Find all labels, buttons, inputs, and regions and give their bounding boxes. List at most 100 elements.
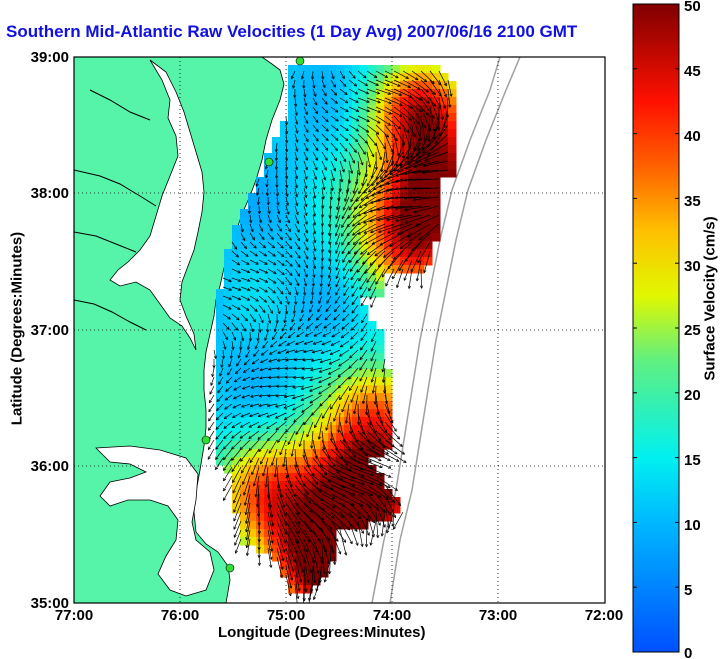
velocity-cell (352, 105, 361, 114)
velocity-arrowhead (396, 437, 400, 440)
velocity-arrowhead (247, 278, 251, 282)
velocity-arrow (303, 295, 305, 305)
velocity-arrowhead (301, 76, 305, 80)
velocity-cell (416, 65, 425, 74)
velocity-arrowhead (265, 289, 268, 293)
velocity-arrow (339, 70, 345, 79)
velocity-arrowhead (345, 139, 349, 142)
velocity-arrow (231, 457, 242, 472)
velocity-cell (408, 201, 417, 210)
velocity-cell (296, 569, 305, 578)
velocity-cell (296, 97, 305, 106)
velocity-cell (376, 129, 385, 138)
velocity-arrowhead (247, 261, 250, 265)
velocity-cell (296, 201, 305, 210)
velocity-arrowhead (274, 280, 277, 284)
velocity-arrowhead (390, 150, 394, 153)
velocity-cell (288, 153, 297, 162)
velocity-cell (256, 497, 265, 506)
velocity-cell (312, 441, 321, 450)
x-tick-label: 77:00 (55, 607, 93, 624)
velocity-cell (312, 497, 321, 506)
radar-station-icon[interactable] (201, 435, 211, 445)
velocity-arrowhead (265, 279, 269, 283)
velocity-cell (224, 353, 233, 362)
velocity-arrow (225, 385, 233, 392)
velocity-arrowhead (366, 252, 369, 255)
velocity-arrow (257, 421, 269, 428)
velocity-cell (320, 481, 329, 490)
velocity-cell (288, 529, 297, 538)
velocity-cell (344, 425, 353, 434)
radar-station-icon[interactable] (264, 157, 274, 167)
velocity-cell (280, 137, 289, 146)
velocity-arrow (321, 178, 325, 190)
velocity-arrow (434, 124, 449, 144)
velocity-arrow (303, 88, 306, 98)
velocity-cell (336, 313, 345, 322)
velocity-cell (320, 425, 329, 434)
velocity-arrowhead (269, 556, 272, 560)
velocity-cell (288, 129, 297, 138)
velocity-cell (240, 425, 249, 434)
velocity-arrowhead (434, 128, 436, 132)
velocity-arrow (243, 367, 251, 373)
velocity-arrowhead (369, 262, 372, 266)
velocity-cell (304, 169, 313, 178)
velocity-cell (280, 521, 289, 530)
velocity-arrowhead (353, 85, 357, 87)
velocity-arrowhead (344, 463, 349, 466)
velocity-arrow (342, 250, 350, 263)
velocity-cell (392, 145, 401, 154)
velocity-arrowhead (322, 416, 325, 419)
velocity-cell (320, 201, 329, 210)
velocity-arrowhead (371, 184, 375, 187)
velocity-arrow (231, 430, 242, 439)
velocity-cell (352, 153, 361, 162)
velocity-cell (280, 177, 289, 186)
velocity-arrow (339, 106, 349, 112)
velocity-cell (432, 105, 441, 114)
velocity-arrowhead (287, 442, 291, 445)
velocity-arrow (350, 385, 359, 403)
velocity-arrow (359, 349, 368, 361)
velocity-cell (232, 329, 241, 338)
radar-station-icon[interactable] (225, 563, 235, 573)
velocity-cell (352, 289, 361, 298)
velocity-cell (360, 425, 369, 434)
velocity-arrowhead (424, 158, 428, 161)
velocity-arrow (366, 268, 377, 283)
velocity-arrowhead (335, 539, 339, 542)
velocity-arrowhead (234, 543, 238, 546)
velocity-arrow (343, 286, 350, 296)
velocity-cell (296, 89, 305, 98)
velocity-cell (336, 89, 345, 98)
velocity-arrowhead (235, 550, 238, 554)
velocity-cell (264, 185, 273, 194)
velocity-arrowhead (392, 523, 395, 527)
velocity-arrowhead (334, 149, 338, 152)
velocity-cell (248, 217, 257, 226)
velocity-cell (432, 121, 441, 130)
velocity-arrowhead (360, 390, 364, 393)
velocity-arrowhead (291, 569, 294, 572)
velocity-arrowhead (322, 507, 325, 511)
velocity-cell (344, 137, 353, 146)
velocity-arrow (267, 295, 275, 304)
velocity-arrowhead (360, 329, 364, 332)
velocity-arrow (340, 331, 350, 339)
velocity-arrowhead (225, 388, 228, 392)
velocity-arrow (223, 430, 233, 439)
velocity-cell (296, 265, 305, 274)
velocity-arrowhead (336, 268, 339, 271)
velocity-arrow (258, 259, 268, 265)
velocity-cell (328, 81, 337, 90)
radar-station-icon[interactable] (295, 56, 305, 66)
velocity-arrowhead (414, 159, 418, 163)
velocity-arrowhead (357, 172, 360, 176)
velocity-arrowhead (292, 560, 296, 563)
velocity-arrowhead (423, 269, 425, 273)
velocity-cell (336, 497, 345, 506)
velocity-arrowhead (321, 342, 325, 345)
